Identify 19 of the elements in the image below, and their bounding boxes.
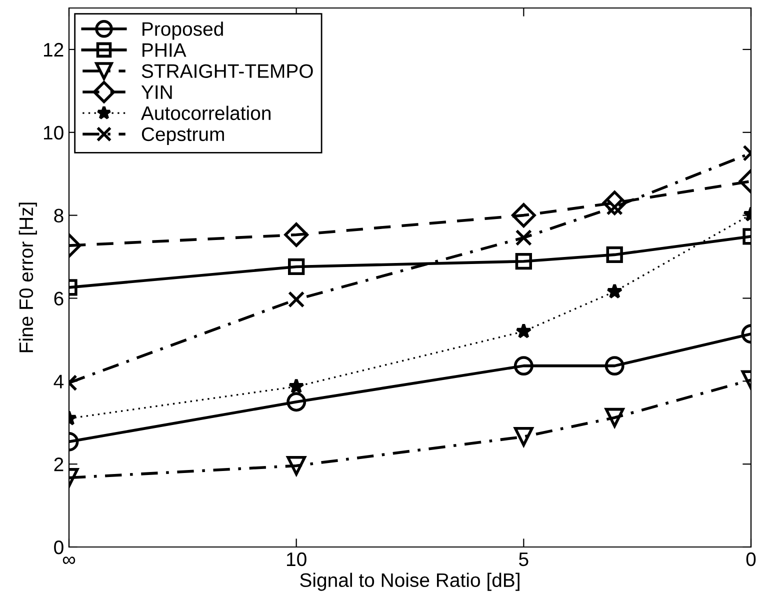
y-tick-label: 8 [54,208,64,223]
y-tick-label: 12 [44,42,64,57]
x-axis-title: Signal to Noise Ratio [dB] [300,572,520,591]
legend-label: Autocorrelation [140,106,270,120]
x-tick-label: 0 [746,552,756,566]
legend-label: Proposed [142,22,223,40]
legend-label: YIN [141,85,172,99]
x-tick-label: 5 [519,552,528,566]
legend-label: Cepstrum [142,127,224,145]
y-tick-label: 0 [54,540,64,554]
y-tick-label: 4 [54,374,64,388]
y-tick-label: 2 [54,458,64,472]
x-tick-label: 10 [287,552,306,566]
y-axis-title: Fine F0 error [Hz] [18,202,37,352]
legend-label: PHIA [142,43,186,57]
y-tick-label: 6 [54,292,64,306]
legend-label: STRAIGHT-TEMPO [142,64,313,78]
x-tick-label: ∞ [62,556,76,564]
y-tick-label: 10 [44,126,64,140]
